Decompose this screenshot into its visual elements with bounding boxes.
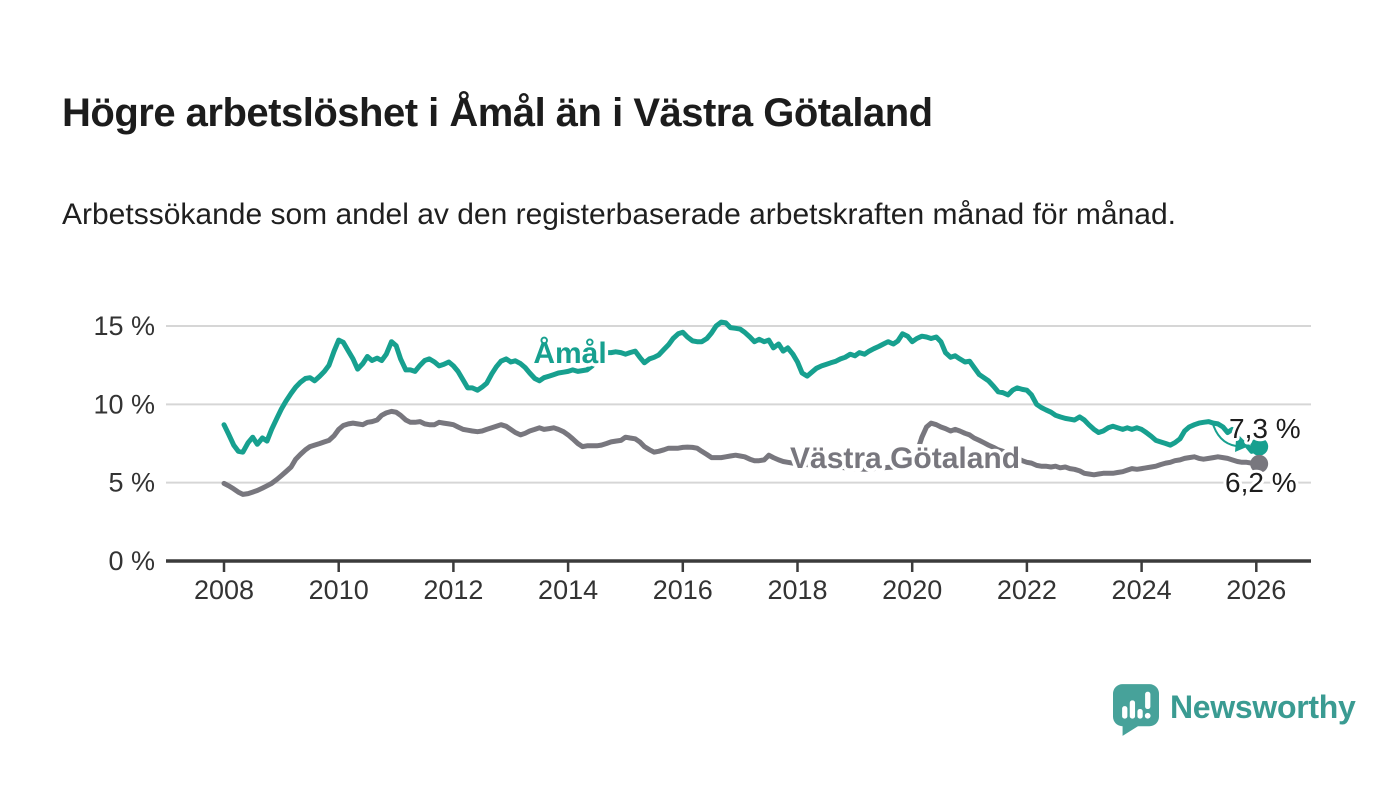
newsworthy-logo: Newsworthy <box>1113 684 1356 736</box>
y-axis-label-10: 10 % <box>93 389 155 419</box>
x-axis-label-2012: 2012 <box>423 575 483 605</box>
x-axis-label-2026: 2026 <box>1226 575 1286 605</box>
x-axis-label-2024: 2024 <box>1112 575 1172 605</box>
x-axis-label-2016: 2016 <box>653 575 713 605</box>
end-value-label-vastra-gotaland: 6,2 % <box>1225 467 1297 498</box>
series-line-amal <box>221 319 1262 455</box>
page-subtitle: Arbetssökande som andel av den registerb… <box>62 198 1176 231</box>
end-value-label-amal: 7,3 % <box>1229 413 1301 444</box>
x-axis-label-2014: 2014 <box>538 575 598 605</box>
x-axis-label-2022: 2022 <box>997 575 1057 605</box>
newsworthy-speech-bubble-bar-chart-icon <box>1113 684 1159 736</box>
end-dot-amal <box>1250 437 1269 456</box>
y-axis-label-0: 0 % <box>108 546 155 576</box>
x-axis-label-2010: 2010 <box>309 575 369 605</box>
end-value-arrowhead <box>1235 440 1249 452</box>
series-label-amal: Åmål <box>533 337 606 370</box>
y-axis-label-5: 5 % <box>108 468 155 498</box>
end-value-leader-arrow <box>1211 420 1237 447</box>
series-line-vastra-gotaland <box>221 408 1262 497</box>
series-label-vastra-gotaland: Västra Götaland <box>790 442 1020 475</box>
y-axis-label-15: 15 % <box>93 311 155 341</box>
page-title: Högre arbetslöshet i Åmål än i Västra Gö… <box>62 90 933 135</box>
x-axis-label-2020: 2020 <box>882 575 942 605</box>
end-dot-vastra-gotaland <box>1250 454 1269 473</box>
x-axis-label-2018: 2018 <box>767 575 827 605</box>
x-axis-label-2008: 2008 <box>194 575 254 605</box>
newsworthy-wordmark: Newsworthy <box>1170 689 1356 725</box>
